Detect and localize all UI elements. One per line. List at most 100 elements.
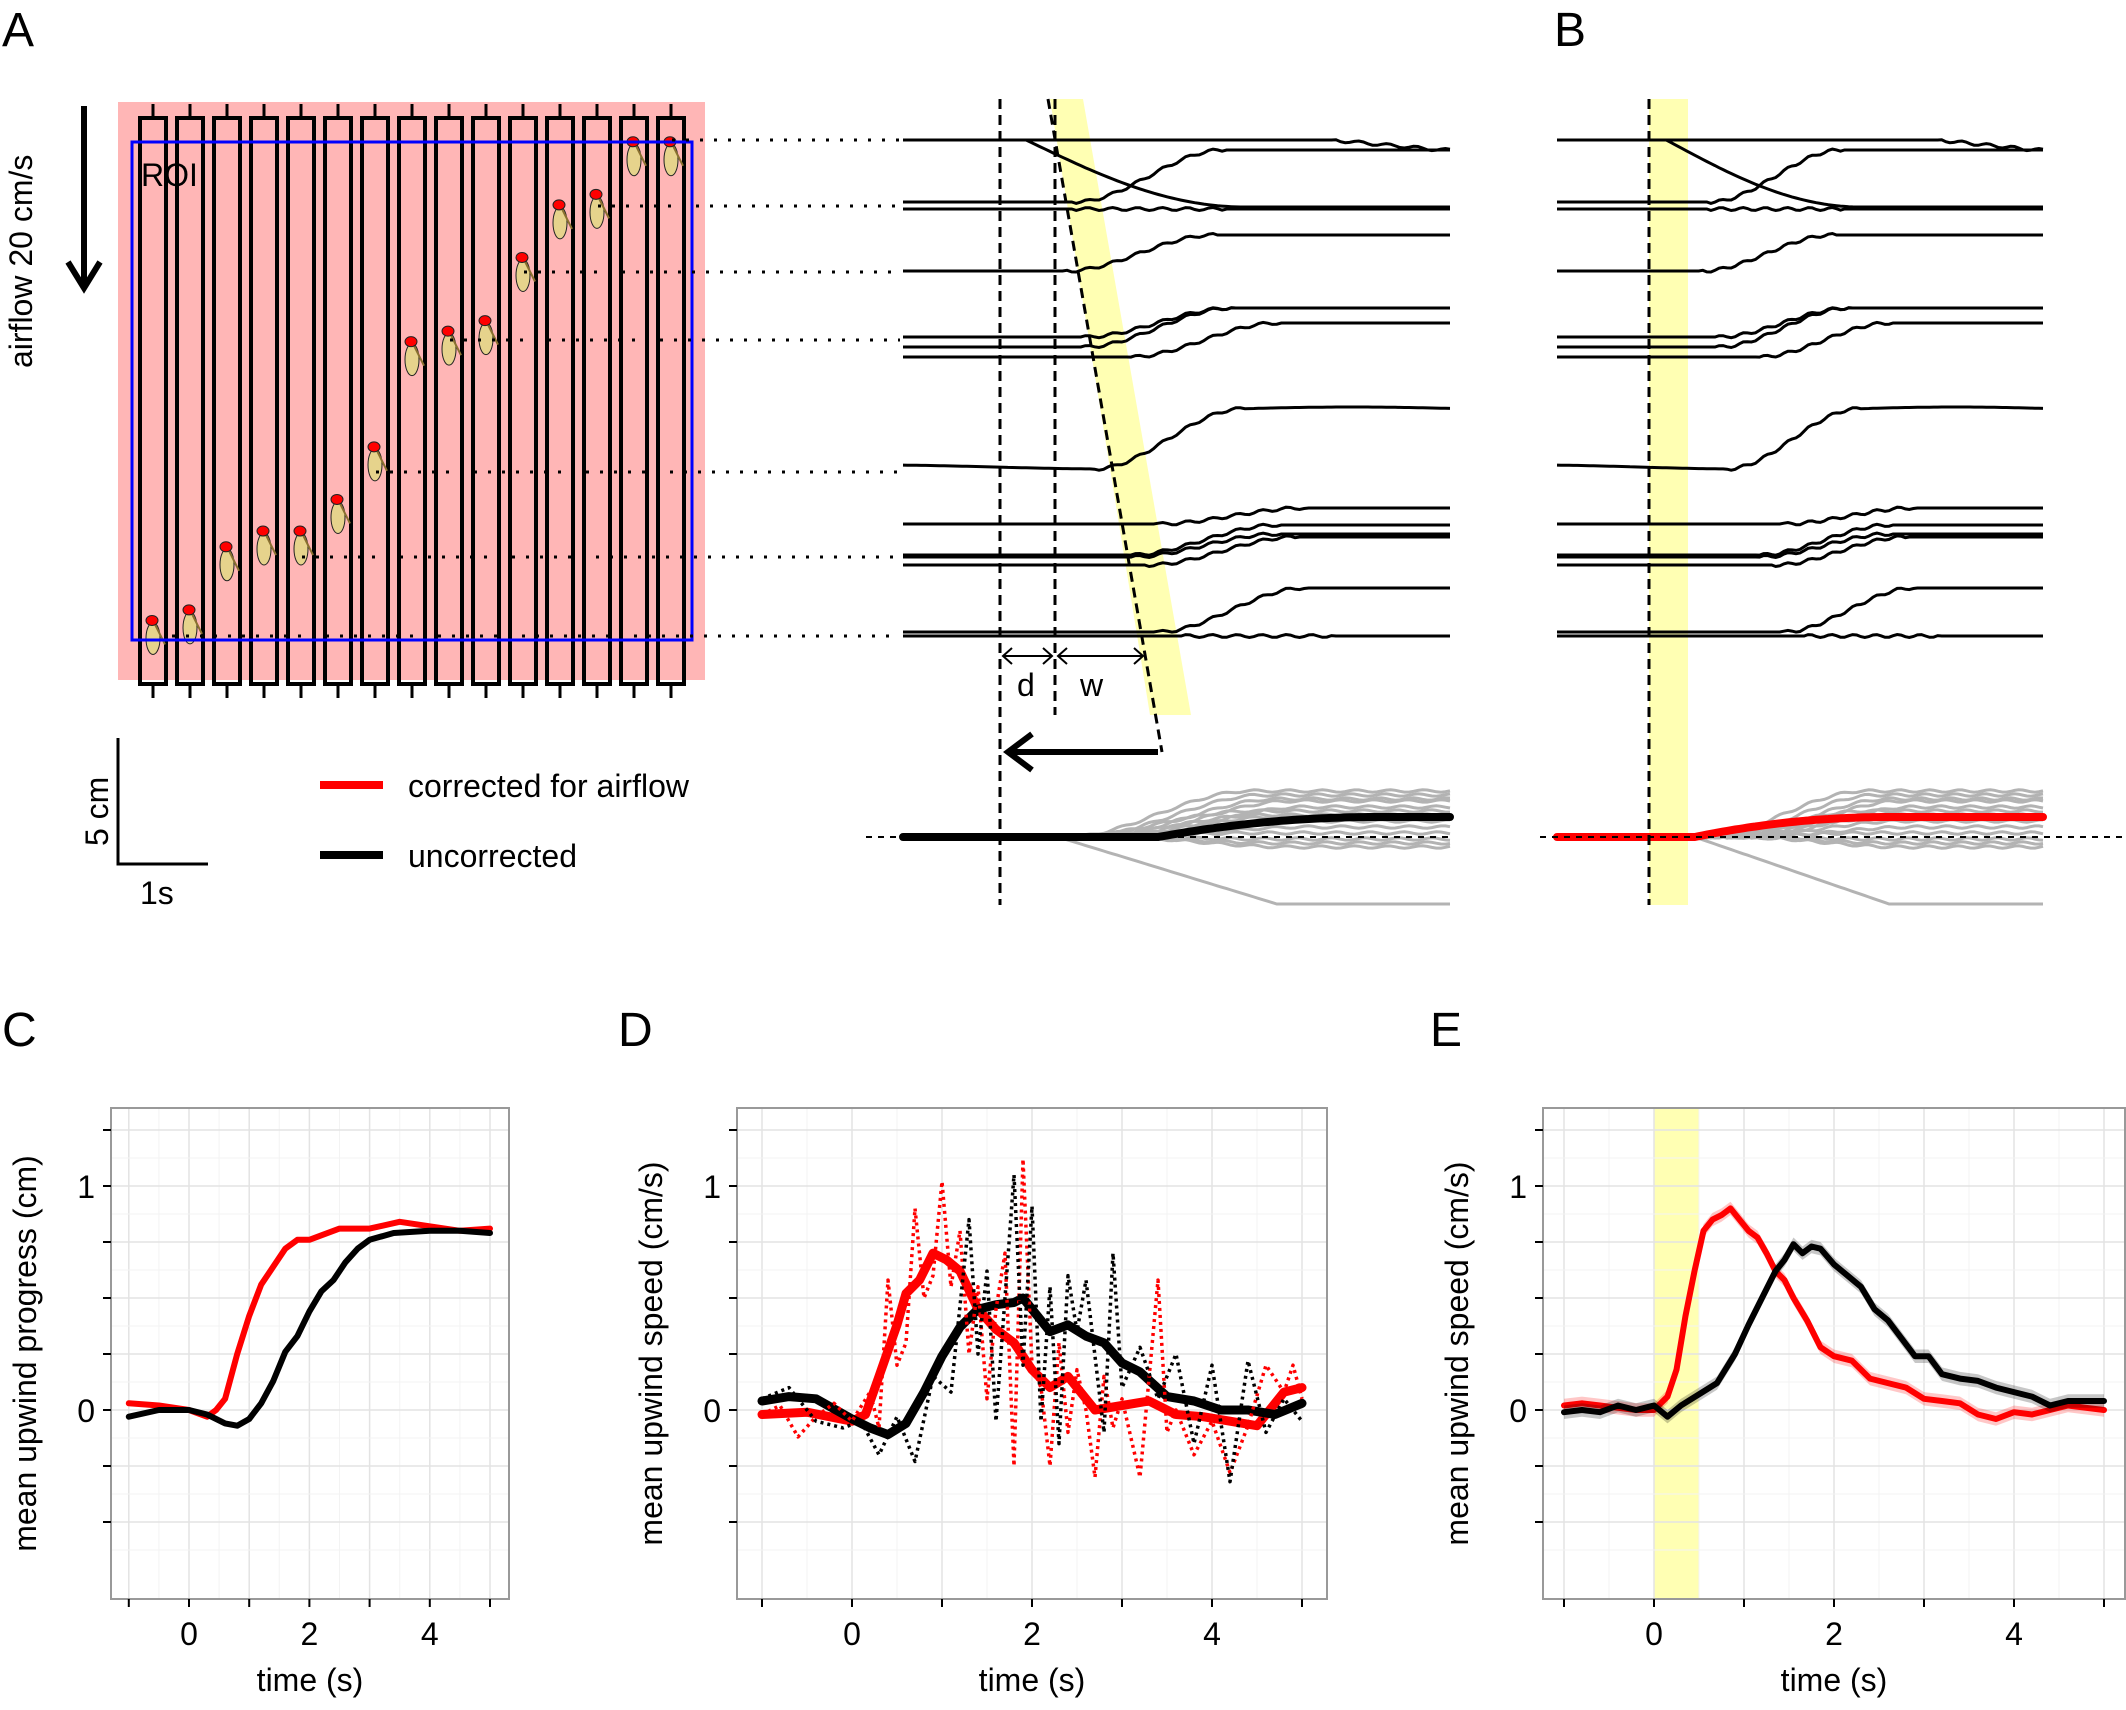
chart-e: 0 2 4 0 1 time (s) mean upwind speed (cm/s): [1439, 1107, 2126, 1698]
panel-label-e: E: [1430, 1004, 1462, 1057]
fly-head: [182, 604, 196, 616]
y-tick-label: 1: [77, 1169, 95, 1205]
x-tick-label: 0: [843, 1616, 861, 1652]
series-line-uncorrected: [1561, 1241, 2107, 1420]
stimulus-band: [1050, 99, 1191, 715]
fly-icon: [663, 136, 684, 177]
trace-line: [903, 231, 1450, 274]
width-label: w: [1079, 667, 1104, 703]
fly-wing: [339, 503, 351, 524]
trace-line: [1557, 505, 2043, 527]
x-tick-label: 0: [1645, 1616, 1663, 1652]
series-line-uncorrected-raw-: [761, 1173, 1304, 1484]
x-axis-label: time (s): [1781, 1662, 1888, 1698]
panel-a-traces: [866, 98, 1454, 906]
shift-arrow-left-icon: [1003, 731, 1034, 773]
y-tick-label: 0: [1509, 1393, 1527, 1429]
legend: corrected for airflow uncorrected: [320, 768, 690, 874]
fly-head: [145, 614, 159, 626]
legend-label-uncorrected: uncorrected: [408, 838, 577, 874]
airflow-indicator: airflow 20 cm/s: [3, 106, 103, 368]
fly-wing: [376, 450, 388, 472]
trace-line: [903, 531, 1450, 560]
x-tick-label: 4: [421, 1616, 439, 1652]
scale-bar-horizontal-label: 1s: [140, 875, 174, 911]
y-tick-label: 1: [1509, 1169, 1527, 1205]
trace-line: [1557, 320, 2043, 359]
fly-icon: [552, 199, 573, 240]
fly-wing: [598, 197, 610, 219]
scale-bar: 5 cm 1s: [79, 738, 208, 911]
fly-head: [330, 493, 344, 505]
fly-head: [256, 525, 270, 537]
x-tick-label: 2: [1825, 1616, 1843, 1652]
trace-line: [903, 505, 1450, 527]
fly-body: [478, 322, 494, 356]
y-tick-label: 1: [703, 1169, 721, 1205]
series-line-corrected-for-airflow-smoothed-: [757, 1248, 1307, 1431]
x-tick-label: 4: [2005, 1616, 2023, 1652]
trace-line: [903, 320, 1450, 359]
airflow-label: airflow 20 cm/s: [3, 155, 39, 368]
fly-wing: [635, 145, 647, 167]
trace-line: [903, 147, 1450, 205]
fly-icon: [589, 188, 610, 229]
fly-head: [589, 188, 603, 200]
roi-label: ROI: [141, 157, 198, 193]
chart-c: 0 2 4 0 1 time (s) mean upwind progress (cm): [7, 1107, 510, 1698]
fly-icon: [515, 252, 536, 292]
fly-body: [663, 143, 679, 177]
y-tick-label: 0: [703, 1393, 721, 1429]
connectors: [172, 138, 900, 638]
interval-annotations: d w: [1001, 647, 1158, 773]
slanted-front-line: [1046, 98, 1164, 753]
delay-arrow-left-icon: [1001, 647, 1013, 665]
trace-line: [903, 138, 1451, 153]
fly-wing: [672, 145, 684, 167]
x-axis-label: time (s): [979, 1662, 1086, 1698]
fly-wing: [413, 345, 425, 367]
delay-label: d: [1017, 667, 1035, 703]
fly-wing: [265, 534, 277, 556]
fly-body: [293, 532, 309, 566]
scale-bar-lines: [116, 738, 208, 866]
trace-line: [903, 632, 1450, 640]
fly-body: [552, 206, 568, 240]
fly-body: [589, 195, 605, 229]
fly-icon: [256, 525, 277, 566]
trace-line: [1557, 586, 2043, 634]
y-axis-label: mean upwind progress (cm): [7, 1155, 43, 1552]
series-line-corrected-for-airflow-raw-: [761, 1157, 1304, 1479]
trace-line: [902, 405, 1451, 472]
fly-head: [367, 441, 381, 453]
trace-line: [1557, 531, 2043, 560]
trace-line: [1557, 534, 2043, 569]
fly-wing: [302, 534, 314, 556]
width-arrow-right-icon: [1133, 647, 1145, 665]
fly-wing: [524, 261, 536, 282]
x-tick-label: 2: [1023, 1616, 1041, 1652]
trace-line: [1557, 632, 2043, 640]
airflow-arrow-icon: [65, 260, 103, 294]
trace-line: [1557, 522, 2043, 557]
trace-line: [1557, 205, 2043, 213]
trace-line: [903, 586, 1450, 634]
fly-body: [330, 500, 346, 534]
panel-label-b: B: [1554, 4, 1586, 57]
fly-body: [256, 532, 272, 566]
y-axis-label: mean upwind speed (cm/s): [633, 1161, 669, 1545]
x-tick-label: 4: [1203, 1616, 1221, 1652]
x-axis-label: time (s): [257, 1662, 364, 1698]
panel-b-traces: [1540, 99, 2126, 906]
fly-body: [626, 143, 642, 177]
trace-line: [903, 205, 1450, 213]
fly-wing: [191, 613, 203, 635]
fly-body: [367, 448, 383, 482]
arena: ROI: [118, 102, 705, 698]
panel-label-d: D: [618, 1004, 653, 1057]
fly-head: [404, 336, 418, 348]
fly-icon: [330, 493, 351, 534]
fly-body: [515, 259, 531, 292]
y-axis-label: mean upwind speed (cm/s): [1439, 1161, 1475, 1545]
fly-head: [478, 315, 492, 327]
